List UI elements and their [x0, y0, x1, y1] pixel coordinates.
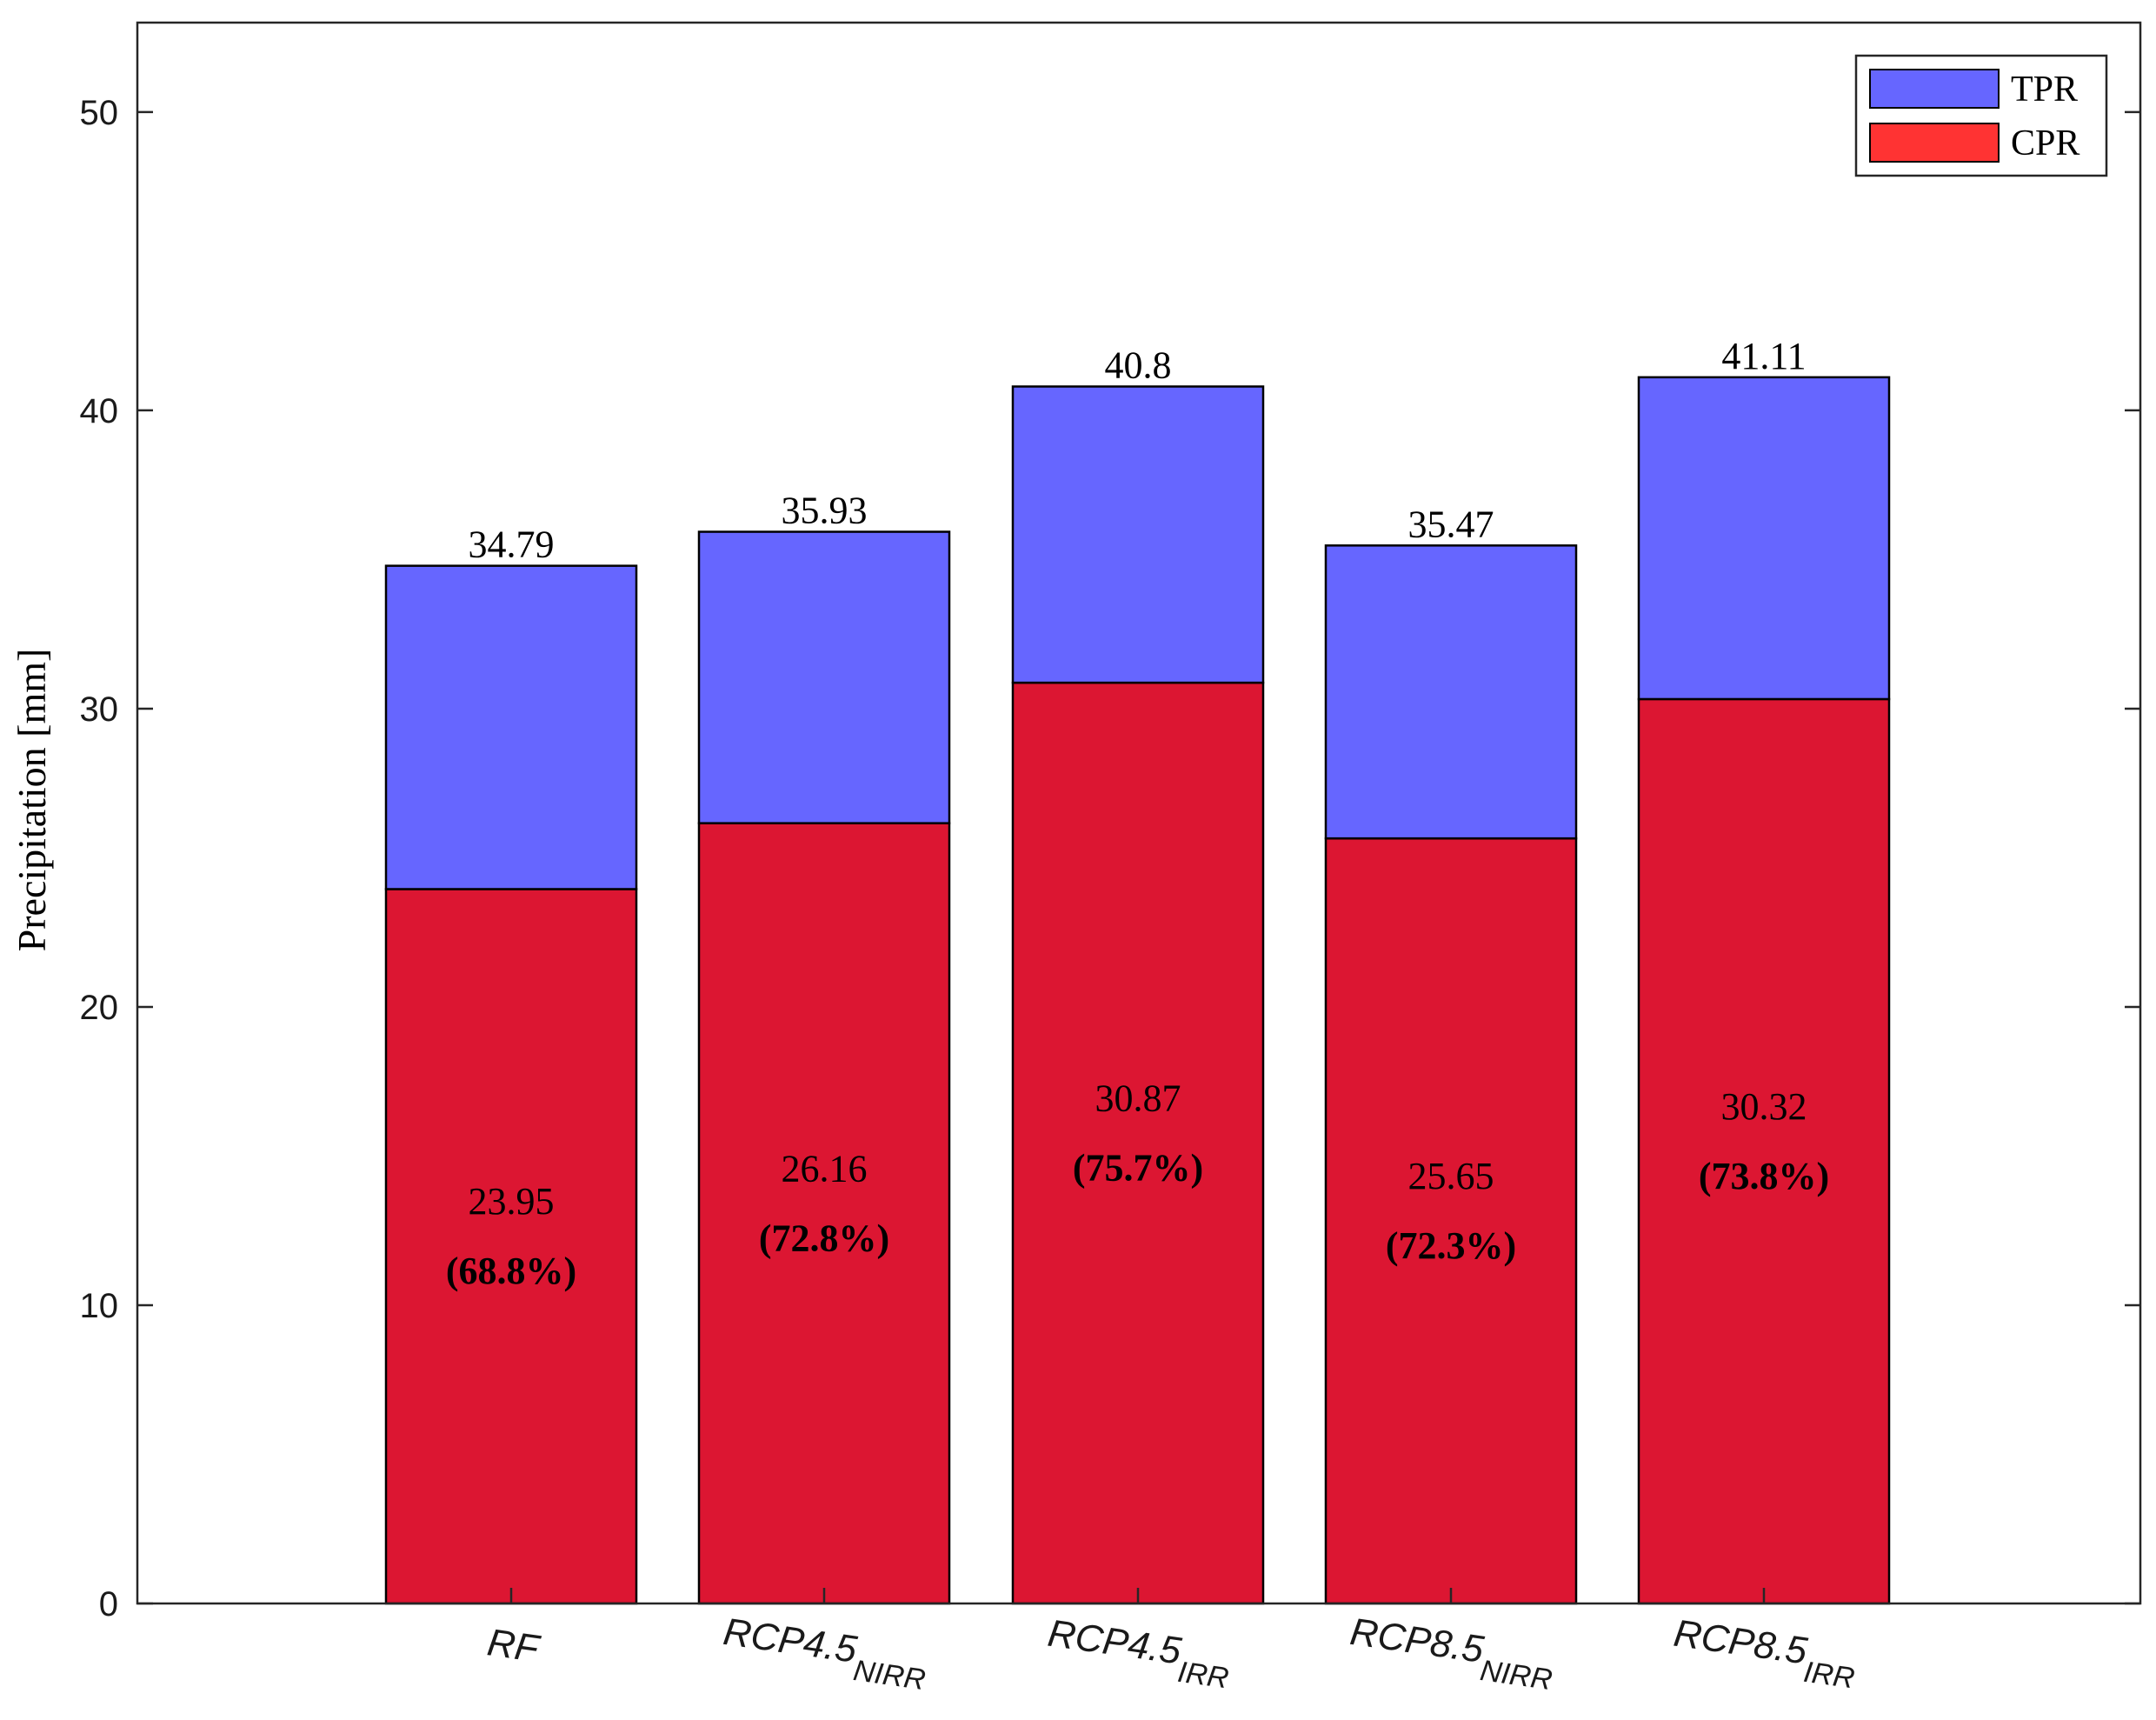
bar-tpr-5 — [1637, 376, 1891, 701]
percent-label-4: (72.3%) — [1386, 1224, 1516, 1267]
y-axis-label: Precipitation [mm] — [10, 649, 54, 952]
bars-group — [384, 376, 1891, 1605]
x-tick-label-base: RCP4.5 — [1045, 1612, 1184, 1673]
cpr-value-label-2: 26.16 — [782, 1147, 868, 1190]
bar-tpr-2 — [697, 530, 951, 824]
y-tick-label-30: 30 — [80, 690, 119, 729]
legend-swatch-tpr — [1869, 69, 2000, 109]
cpr-value-label-1: 23.95 — [469, 1180, 555, 1223]
percent-label-3: (75.7%) — [1073, 1147, 1203, 1190]
total-label-2: 35.93 — [782, 490, 868, 532]
bar-tpr-1 — [384, 564, 638, 890]
x-tick-label-1: RF — [485, 1621, 543, 1670]
x-tick-label-4: RCP8.5NIRR — [1346, 1610, 1558, 1697]
percent-label-5: (73.8%) — [1699, 1155, 1829, 1197]
cpr-value-label-5: 30.32 — [1721, 1085, 1807, 1128]
x-tick-label-2: RCP4.5NIRR — [719, 1610, 931, 1697]
y-tick-label-10: 10 — [80, 1287, 119, 1325]
total-label-3: 40.8 — [1105, 343, 1172, 386]
y-tick-label-0: 0 — [99, 1585, 118, 1623]
bar-tpr-3 — [1011, 385, 1265, 684]
bar-cpr-5 — [1637, 697, 1891, 1605]
x-tick-label-base: RF — [485, 1621, 543, 1670]
bar-cpr-2 — [697, 822, 951, 1605]
y-tick-label-50: 50 — [80, 94, 119, 132]
total-label-1: 34.79 — [469, 523, 555, 566]
legend: TPR CPR — [1854, 54, 2108, 177]
y-tick-label-40: 40 — [80, 392, 119, 430]
legend-label-tpr: TPR — [2011, 70, 2078, 110]
percent-label-1: (68.8%) — [446, 1250, 576, 1292]
bar-cpr-1 — [384, 888, 638, 1605]
total-label-4: 35.47 — [1408, 503, 1494, 545]
axes-frame — [136, 21, 2142, 1605]
x-tick-label-base: RCP4.5 — [721, 1610, 860, 1671]
x-tick-label-3: RCP4.5IRR — [1043, 1612, 1234, 1696]
legend-swatch-cpr — [1869, 123, 2000, 163]
x-tick-label-5: RCP8.5IRR — [1669, 1612, 1860, 1696]
x-tick-label-subscript: IRR — [1801, 1656, 1856, 1696]
legend-label-cpr: CPR — [2011, 123, 2079, 163]
bar-labels-group: 34.79 23.95 (68.8%) 35.93 26.16 (72.8%) 40.8 30… — [446, 335, 1829, 1292]
y-tick-label-20: 20 — [80, 989, 119, 1027]
cpr-value-label-3: 30.87 — [1095, 1077, 1181, 1120]
x-tick-label-base: RCP8.5 — [1671, 1612, 1810, 1673]
percent-label-2: (72.8%) — [759, 1217, 889, 1259]
x-tick-label-subscript: NIRR — [1478, 1654, 1554, 1697]
bar-tpr-4 — [1324, 544, 1578, 840]
bar-cpr-4 — [1324, 837, 1578, 1605]
x-tick-label-subscript: IRR — [1175, 1656, 1230, 1696]
total-label-5: 41.11 — [1721, 335, 1806, 377]
x-tick-label-subscript: NIRR — [851, 1654, 928, 1697]
cpr-value-label-4: 25.65 — [1408, 1155, 1494, 1197]
bar-cpr-3 — [1011, 681, 1265, 1605]
x-tick-label-base: RCP8.5 — [1348, 1610, 1487, 1671]
